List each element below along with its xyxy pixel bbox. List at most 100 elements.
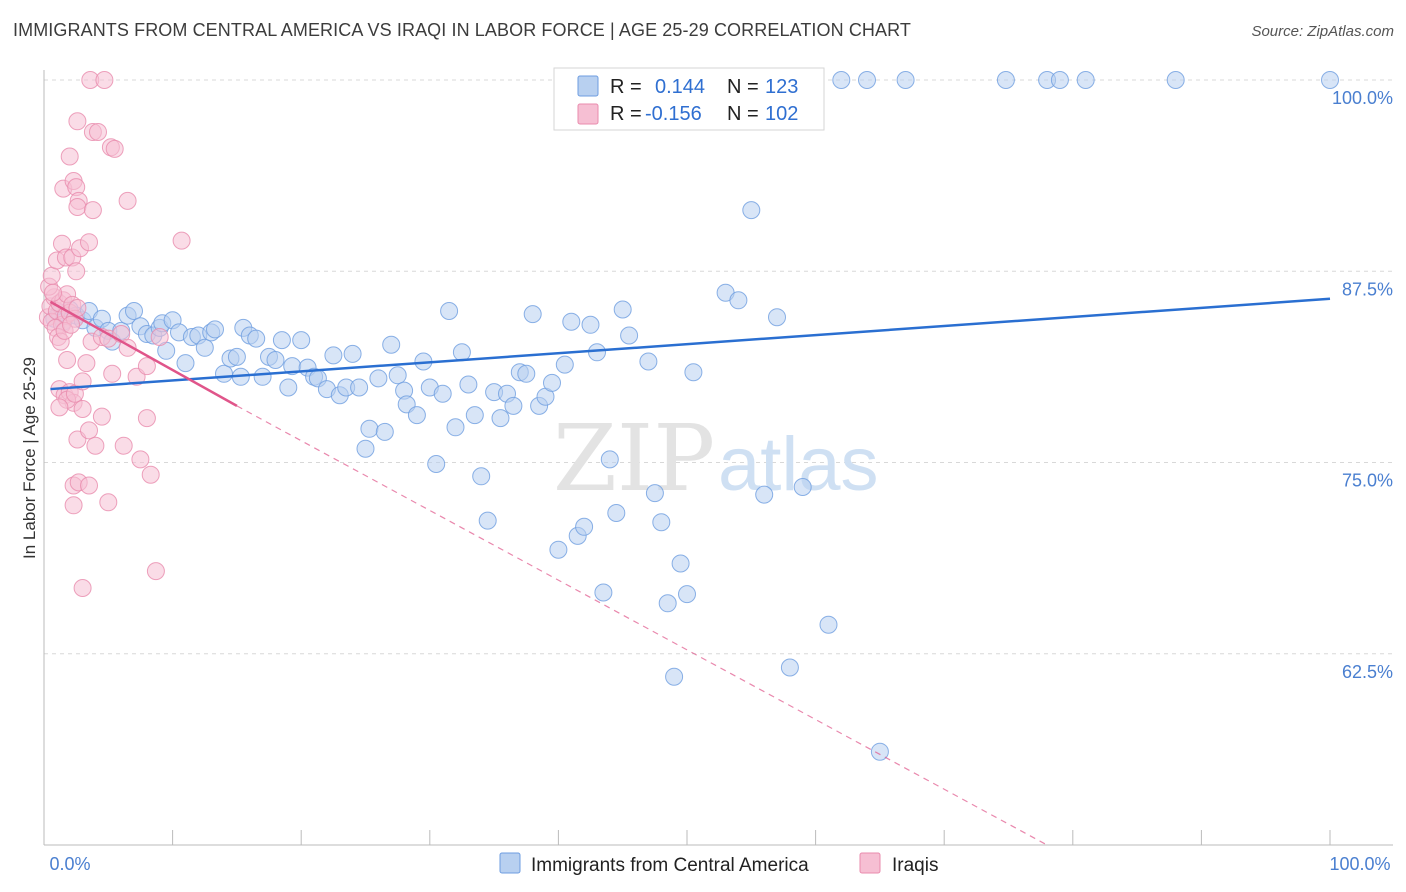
- y-tick-label: 75.0%: [1342, 471, 1393, 491]
- data-point: [793, 478, 812, 496]
- data-point: [118, 191, 137, 210]
- data-point: [543, 373, 561, 392]
- data-point: [1050, 71, 1069, 89]
- data-point: [137, 409, 156, 428]
- data-point: [678, 585, 696, 604]
- data-point: [42, 266, 61, 285]
- legend-box: R = 0.144 N = 123 R = -0.156 N = 102: [553, 67, 825, 131]
- data-point: [150, 328, 169, 346]
- data-point: [83, 201, 102, 220]
- data-point: [517, 364, 536, 383]
- data-point: [996, 71, 1015, 89]
- chart-title: IMMIGRANTS FROM CENTRAL AMERICA VS IRAQI…: [13, 20, 911, 40]
- trend-line-pink: [49, 300, 238, 407]
- bottom-legend-label-pink: Iraqis: [892, 855, 938, 876]
- data-point: [613, 300, 632, 319]
- legend-swatch-pink: [577, 103, 599, 125]
- data-point: [195, 338, 214, 357]
- data-point: [60, 147, 79, 166]
- data-point: [206, 320, 224, 339]
- data-point: [68, 198, 87, 216]
- data-point: [620, 326, 639, 345]
- data-point: [491, 409, 510, 428]
- legend-blue-r-label: R =: [610, 76, 642, 98]
- data-point: [58, 351, 77, 369]
- data-point: [1076, 71, 1095, 89]
- data-point: [1321, 71, 1339, 89]
- y-tick-label: 62.5%: [1342, 662, 1393, 682]
- data-point: [266, 351, 285, 369]
- data-point: [742, 201, 761, 220]
- legend-blue-n-value: 123: [765, 76, 798, 98]
- bottom-legend: Immigrants from Central America Iraqis: [499, 852, 938, 876]
- data-point: [555, 355, 574, 374]
- data-point: [73, 400, 92, 418]
- data-point: [62, 315, 80, 334]
- data-point: [68, 112, 87, 131]
- data-point: [99, 493, 118, 512]
- trend-line-blue: [50, 297, 1331, 391]
- data-point: [80, 476, 98, 495]
- data-point: [684, 363, 703, 382]
- data-point: [607, 504, 626, 522]
- y-axis-title: In Labor Force | Age 25-29: [20, 357, 39, 559]
- data-point: [114, 436, 133, 455]
- data-point: [870, 742, 889, 761]
- data-point: [67, 262, 86, 281]
- data-point: [832, 71, 851, 89]
- data-point: [356, 439, 375, 458]
- bottom-legend-label-blue: Immigrants from Central America: [531, 855, 809, 876]
- data-point: [768, 308, 786, 327]
- data-point: [645, 484, 664, 503]
- y-tick-label: 100.0%: [1332, 88, 1393, 108]
- data-point: [253, 367, 272, 386]
- data-point: [73, 579, 92, 597]
- data-point: [896, 71, 915, 89]
- data-point: [382, 335, 401, 354]
- trend-lines: [49, 297, 1331, 846]
- data-point: [375, 422, 394, 441]
- legend-blue-r-value: 0.144: [655, 76, 705, 98]
- legend-pink-n-value: 102: [765, 103, 798, 125]
- data-point: [215, 364, 233, 383]
- data-point: [292, 331, 311, 350]
- data-point: [324, 346, 343, 365]
- x-tick-label-min: 0.0%: [49, 854, 90, 874]
- grid-lines: [44, 79, 1393, 655]
- data-point: [227, 347, 246, 366]
- data-point: [80, 421, 98, 440]
- data-point: [588, 343, 606, 362]
- data-point: [658, 594, 677, 613]
- data-point: [562, 312, 581, 331]
- data-point: [465, 406, 484, 425]
- bottom-legend-swatch-pink: [859, 852, 881, 874]
- data-point: [858, 71, 876, 89]
- data-point: [89, 123, 107, 141]
- y-tick-label: 87.5%: [1342, 279, 1393, 299]
- data-point: [350, 378, 369, 397]
- legend-pink-r-value: -0.156: [645, 103, 702, 125]
- data-point: [440, 302, 459, 320]
- data-point: [80, 233, 98, 252]
- data-point: [446, 418, 465, 437]
- data-point: [272, 331, 291, 350]
- data-point: [639, 352, 658, 371]
- data-point: [671, 554, 690, 573]
- data-point: [407, 406, 426, 425]
- data-point: [780, 658, 799, 677]
- data-point: [459, 375, 478, 394]
- data-point: [755, 485, 774, 504]
- data-point: [600, 450, 619, 469]
- data-point: [472, 467, 491, 486]
- data-point: [44, 283, 62, 302]
- data-point: [729, 291, 748, 310]
- data-point: [146, 562, 165, 581]
- legend-pink-n-label: N =: [727, 103, 759, 125]
- bottom-legend-swatch-blue: [499, 852, 521, 874]
- x-tick-label-max: 100.0%: [1329, 854, 1390, 874]
- data-point: [141, 465, 160, 484]
- data-point: [369, 369, 388, 388]
- source-label: Source: ZipAtlas.com: [1251, 23, 1394, 40]
- series-iraqis-points: [38, 71, 191, 597]
